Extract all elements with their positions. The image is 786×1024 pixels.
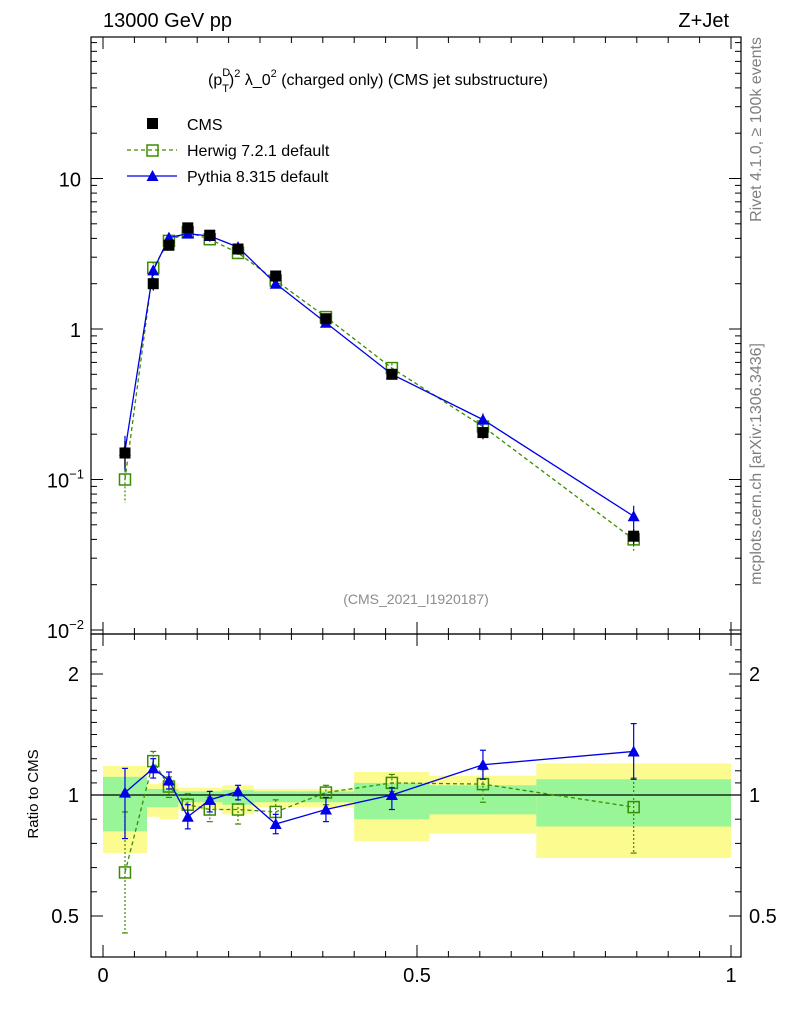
- pythia-ratio-point: [232, 785, 245, 797]
- cms-point: [270, 270, 282, 282]
- ratio-band-inner: [146, 788, 160, 808]
- upper-cms-data: [119, 222, 640, 545]
- cms-point: [119, 447, 131, 459]
- pythia-point: [269, 277, 282, 289]
- herwig-ratio-point: [118, 866, 132, 879]
- cms-point: [163, 239, 175, 251]
- cms-point: [182, 222, 194, 234]
- ratio-uncertainty-bands: [103, 763, 731, 858]
- legend-label-herwig: Herwig 7.2.1 default: [187, 143, 330, 160]
- herwig-ratio-line: [124, 759, 634, 873]
- pythia-line: [124, 233, 635, 517]
- legend: CMS Herwig 7.2.1 default Pythia 8.315 de…: [127, 117, 330, 186]
- herwig-point: [118, 473, 132, 486]
- cms-point: [386, 368, 398, 380]
- rivet-version-label: Rivet 4.1.0, ≥ 100k events: [748, 37, 765, 222]
- y-tick-label-lower-right: 1: [749, 785, 760, 807]
- ratio-axis-label: Ratio to CMS: [25, 749, 42, 838]
- pythia-ratio-point: [385, 789, 398, 800]
- pythia-ratio-point: [118, 786, 131, 798]
- ratio-pythia-series: [118, 723, 640, 840]
- pythia-ratio-point: [627, 745, 640, 757]
- y-tick-label-lower-right: 2: [749, 664, 760, 686]
- cms-point: [477, 427, 489, 439]
- pythia-point: [476, 413, 489, 425]
- pythia-point: [627, 510, 640, 522]
- analysis-watermark: (CMS_2021_I1920187): [343, 591, 489, 607]
- process-label: Z+Jet: [678, 10, 729, 32]
- upper-pythia-series: [118, 227, 640, 529]
- legend-marker-cms: [147, 118, 158, 129]
- y-tick-label-lower: 0.5: [51, 906, 79, 928]
- ratio-band-inner: [253, 791, 298, 803]
- herwig-ratio-point: [231, 803, 245, 816]
- x-tick-label: 1: [725, 965, 736, 987]
- herwig-ratio-point: [627, 800, 640, 814]
- cms-point: [232, 243, 244, 255]
- x-tick-label: 0: [97, 965, 108, 987]
- pythia-point: [147, 264, 160, 276]
- lower-plot-frame: [90, 633, 742, 958]
- beam-energy-label: 13000 GeV pp: [103, 10, 232, 32]
- pythia-ratio-point: [269, 818, 282, 830]
- herwig-line: [124, 231, 635, 540]
- y-tick-label-upper: 10−1: [47, 467, 84, 493]
- y-tick-label-lower: 1: [68, 785, 79, 807]
- y-tick-label-upper: 10−2: [47, 617, 84, 643]
- x-tick-label: 0.5: [403, 965, 431, 987]
- mcplots-url-label: mcplots.cern.ch [arXiv:1306.3436]: [748, 343, 765, 585]
- pythia-ratio-point: [476, 758, 489, 770]
- ratio-band-inner: [159, 788, 179, 808]
- plot-title: (pD T)2 λ_02 (charged only) (CMS jet subs…: [208, 67, 548, 95]
- upper-axis-ticks: 10 1 10−1 10−2: [47, 37, 741, 643]
- pythia-ratio-point: [147, 762, 160, 774]
- upper-herwig-series: [118, 225, 640, 552]
- cms-point: [147, 278, 159, 290]
- y-tick-label-upper: 1: [70, 320, 81, 342]
- cms-point: [628, 530, 640, 542]
- pythia-ratio-point: [162, 774, 175, 786]
- y-tick-label-lower: 2: [68, 664, 79, 686]
- cms-point: [204, 229, 216, 241]
- y-tick-label-upper: 10: [59, 170, 81, 192]
- cms-point: [320, 313, 332, 325]
- y-tick-label-lower-right: 0.5: [749, 906, 777, 928]
- lower-axis-ticks: 2 2 1 1 0.5 0.5 0 0.5 1: [51, 634, 777, 987]
- ratio-band-inner: [178, 791, 198, 803]
- legend-marker-herwig: [146, 144, 159, 157]
- pythia-ratio-point: [319, 803, 332, 815]
- legend-label-pythia: Pythia 8.315 default: [187, 169, 329, 186]
- pythia-ratio-point: [181, 810, 194, 822]
- legend-marker-pythia: [146, 170, 159, 181]
- pythia-ratio-point: [203, 793, 216, 805]
- legend-label-cms: CMS: [187, 117, 223, 134]
- ratio-band-inner: [297, 791, 355, 803]
